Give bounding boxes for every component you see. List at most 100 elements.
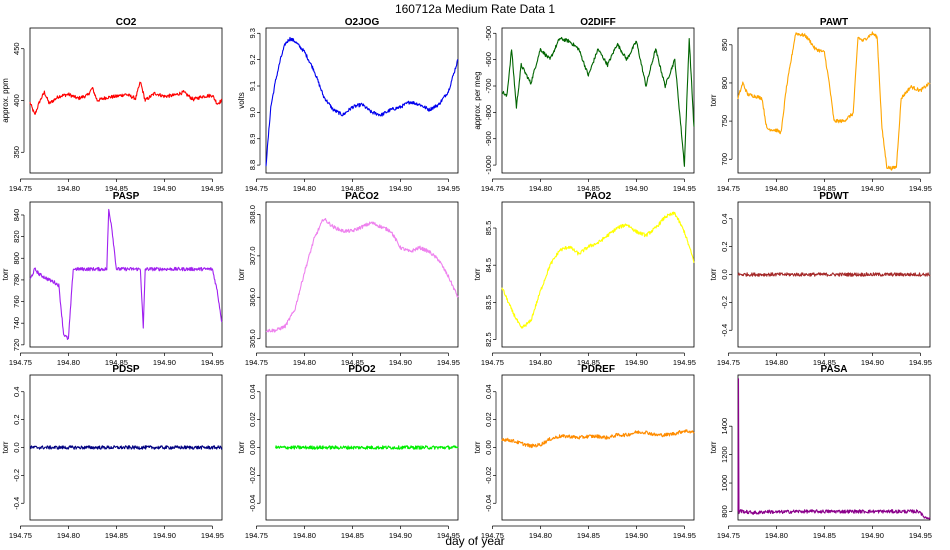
plot-frame-paco2	[265, 201, 459, 348]
x-tick-label-co2: 194.75	[9, 184, 32, 193]
panel-o2jog: O2JOG 194.75 194.80 194.85 194.90 194.95 8.8 8.…	[237, 17, 460, 193]
y-tick-label-pdo2: 0.02	[248, 412, 257, 427]
y-tick-label-pasp: 720	[12, 339, 21, 352]
panel-pasa: PASA 194.75 194.80 194.85 194.90 194.95 800 100…	[709, 364, 932, 540]
panel-title-pawt: PAWT	[820, 17, 848, 28]
y-tick-label-o2jog: 9.0	[248, 107, 257, 117]
x-tick-label-pasa: 194.80	[765, 531, 788, 540]
x-tick-label-pdsp: 194.80	[57, 531, 80, 540]
x-tick-label-paco2: 194.85	[341, 358, 364, 367]
series-line-pao2	[501, 211, 695, 329]
x-tick-label-paco2: 194.80	[293, 358, 316, 367]
series-line-pasp	[29, 208, 223, 340]
y-tick-label-o2jog: 9.2	[248, 54, 257, 64]
x-tick-label-pdwt: 194.95	[909, 358, 932, 367]
y-tick-label-o2jog: 9.3	[248, 28, 257, 38]
panel-title-co2: CO2	[116, 17, 137, 28]
y-tick-label-pasp: 840	[12, 209, 21, 222]
panel-pdwt: PDWT 194.75 194.80 194.85 194.90 194.95 -0.4 -0…	[709, 191, 932, 367]
series-line-pawt	[737, 31, 931, 171]
series-line-pdsp	[29, 445, 223, 450]
series-line-o2jog	[265, 36, 459, 167]
y-tick-label-pao2: 84.5	[484, 258, 493, 273]
x-tick-label-o2diff: 194.75	[481, 184, 504, 193]
plot-frame-pasa	[737, 374, 931, 521]
y-tick-label-paco2: 305.0	[248, 329, 257, 348]
x-axis-label: day of year	[445, 534, 504, 548]
plot-frame-co2	[29, 27, 223, 174]
x-tick-label-pasp: 194.85	[105, 358, 128, 367]
y-tick-label-pdo2: -0.04	[248, 495, 257, 512]
y-tick-label-pdo2: -0.02	[248, 467, 257, 484]
x-tick-label-paco2: 194.75	[245, 358, 268, 367]
panel-title-pao2: PAO2	[585, 191, 612, 202]
x-tick-label-pasa: 194.90	[861, 531, 884, 540]
panel-title-pdref: PDREF	[581, 364, 615, 375]
y-axis-label-paco2: torr	[237, 268, 246, 280]
x-tick-label-pawt: 194.95	[909, 184, 932, 193]
panel-pasp: PASP 194.75 194.80 194.85 194.90 194.95 720 740…	[1, 191, 224, 367]
x-tick-label-pao2: 194.75	[481, 358, 504, 367]
panel-title-o2jog: O2JOG	[345, 17, 380, 28]
panel-title-paco2: PACO2	[345, 191, 379, 202]
y-tick-label-pasp: 740	[12, 317, 21, 330]
x-tick-label-pdwt: 194.90	[861, 358, 884, 367]
y-axis-label-pdwt: torr	[709, 268, 718, 280]
x-tick-label-o2jog: 194.85	[341, 184, 364, 193]
panel-pdsp: PDSP 194.75 194.80 194.85 194.90 194.95 -0.4 -0…	[1, 364, 224, 540]
y-tick-label-pdsp: 0.2	[12, 414, 21, 424]
y-axis-label-co2: approx. ppm	[1, 78, 10, 123]
y-tick-label-pasp: 780	[12, 274, 21, 287]
y-tick-label-pdwt: 0.0	[720, 269, 729, 279]
x-tick-label-paco2: 194.95	[437, 358, 460, 367]
x-tick-label-pawt: 194.90	[861, 184, 884, 193]
y-tick-label-pasp: 820	[12, 230, 21, 243]
y-tick-label-pdsp: 0.0	[12, 442, 21, 452]
y-tick-label-pdsp: -0.4	[12, 497, 21, 510]
y-tick-label-pdwt: -0.4	[720, 324, 729, 337]
x-tick-label-pasp: 194.80	[57, 358, 80, 367]
panel-pao2: PAO2 194.75 194.80 194.85 194.90 194.95 82.5 83…	[473, 191, 696, 367]
x-tick-label-pdo2: 194.75	[245, 531, 268, 540]
y-tick-label-pasa: 800	[720, 505, 729, 518]
y-tick-label-o2diff: -900	[484, 131, 493, 146]
panel-pawt: PAWT 194.75 194.80 194.85 194.90 194.95 700 750…	[709, 17, 932, 193]
y-axis-label-pasp: torr	[1, 268, 10, 280]
y-tick-label-pdref: -0.04	[484, 495, 493, 512]
plot-frame-o2jog	[265, 27, 459, 174]
y-tick-label-pawt: 800	[720, 77, 729, 90]
x-tick-label-o2diff: 194.80	[529, 184, 552, 193]
y-tick-label-pawt: 750	[720, 115, 729, 128]
y-tick-label-co2: 450	[12, 42, 21, 55]
series-line-pasa	[737, 378, 931, 520]
x-tick-label-pdref: 194.95	[673, 531, 696, 540]
series-line-o2diff	[501, 36, 695, 167]
y-axis-label-o2diff: approx. per meg	[473, 71, 482, 129]
panel-grid: CO2 194.75 194.80 194.85 194.90 194.95 350 400 4…	[1, 17, 932, 540]
x-tick-label-pdwt: 194.85	[813, 358, 836, 367]
y-tick-label-pawt: 850	[720, 39, 729, 52]
panel-o2diff: O2DIFF 194.75 194.80 194.85 194.90 194.95 -100…	[473, 17, 696, 193]
x-tick-label-o2jog: 194.75	[245, 184, 268, 193]
y-tick-label-pao2: 83.5	[484, 295, 493, 310]
x-tick-label-pdo2: 194.85	[341, 531, 364, 540]
panel-title-o2diff: O2DIFF	[580, 17, 616, 28]
series-line-paco2	[265, 218, 459, 333]
y-tick-label-pdsp: 0.4	[12, 387, 21, 397]
y-tick-label-pawt: 700	[720, 153, 729, 166]
y-tick-label-pasp: 760	[12, 295, 21, 308]
y-tick-label-pdo2: 0.04	[248, 384, 257, 399]
x-tick-label-co2: 194.90	[153, 184, 176, 193]
y-tick-label-o2diff: -800	[484, 105, 493, 120]
panel-title-pdwt: PDWT	[819, 191, 848, 202]
y-tick-label-pdwt: 0.2	[720, 241, 729, 251]
x-tick-label-pdsp: 194.95	[201, 531, 224, 540]
panel-paco2: PACO2 194.75 194.80 194.85 194.90 194.95 305.0…	[237, 191, 460, 367]
y-tick-label-pasa: 1000	[720, 475, 729, 492]
x-tick-label-pawt: 194.75	[717, 184, 740, 193]
x-tick-label-co2: 194.95	[201, 184, 224, 193]
panel-pdo2: PDO2 194.75 194.80 194.85 194.90 194.95 -0.04 -…	[237, 364, 460, 540]
y-tick-label-o2diff: -1000	[484, 155, 493, 174]
y-tick-label-pdref: -0.02	[484, 467, 493, 484]
y-tick-label-o2diff: -700	[484, 78, 493, 93]
